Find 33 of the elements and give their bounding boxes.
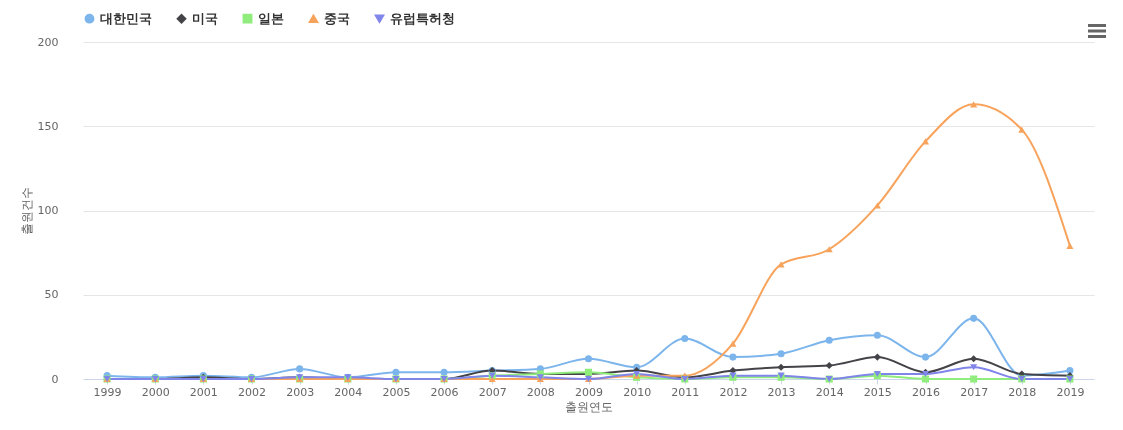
x-tick-label: 2001 <box>189 385 218 399</box>
y-tick-label: 150 <box>37 119 59 133</box>
y-tick-label: 50 <box>44 288 59 302</box>
x-tick-label: 2012 <box>719 385 748 399</box>
x-axis-title: 출원연도 <box>565 399 613 414</box>
x-tick-label: 2005 <box>382 385 411 399</box>
x-tick-label: 2006 <box>430 385 459 399</box>
legend-label: 미국 <box>192 10 218 26</box>
legend-label: 유럽특허청 <box>390 10 455 26</box>
x-tick-label: 2008 <box>526 385 555 399</box>
legend-label: 중국 <box>324 10 350 26</box>
x-tick-label: 2004 <box>334 385 363 399</box>
x-tick-label: 2015 <box>863 385 892 399</box>
x-tick-label: 2007 <box>478 385 507 399</box>
legend-label: 대한민국 <box>100 10 152 26</box>
x-tick-label: 2002 <box>238 385 266 399</box>
y-tick-label: 200 <box>37 35 59 49</box>
x-tick-label: 2016 <box>912 385 940 399</box>
x-tick-label: 2019 <box>1056 385 1085 399</box>
x-tick-label: 2018 <box>1008 385 1037 399</box>
x-tick-label: 2011 <box>671 385 700 399</box>
x-tick-label: 2003 <box>286 385 315 399</box>
x-tick-label: 2000 <box>141 385 170 399</box>
x-tick-label: 2017 <box>960 385 989 399</box>
x-tick-label: 1999 <box>93 385 122 399</box>
x-tick-label: 2010 <box>623 385 652 399</box>
x-tick-label: 2009 <box>575 385 603 399</box>
x-tick-label: 2013 <box>767 385 796 399</box>
y-tick-label: 0 <box>51 372 59 386</box>
legend-label: 일본 <box>258 10 284 26</box>
y-axis-title: 출원건수 <box>19 187 34 235</box>
y-tick-label: 100 <box>37 204 59 217</box>
x-tick-label: 2014 <box>815 385 844 399</box>
